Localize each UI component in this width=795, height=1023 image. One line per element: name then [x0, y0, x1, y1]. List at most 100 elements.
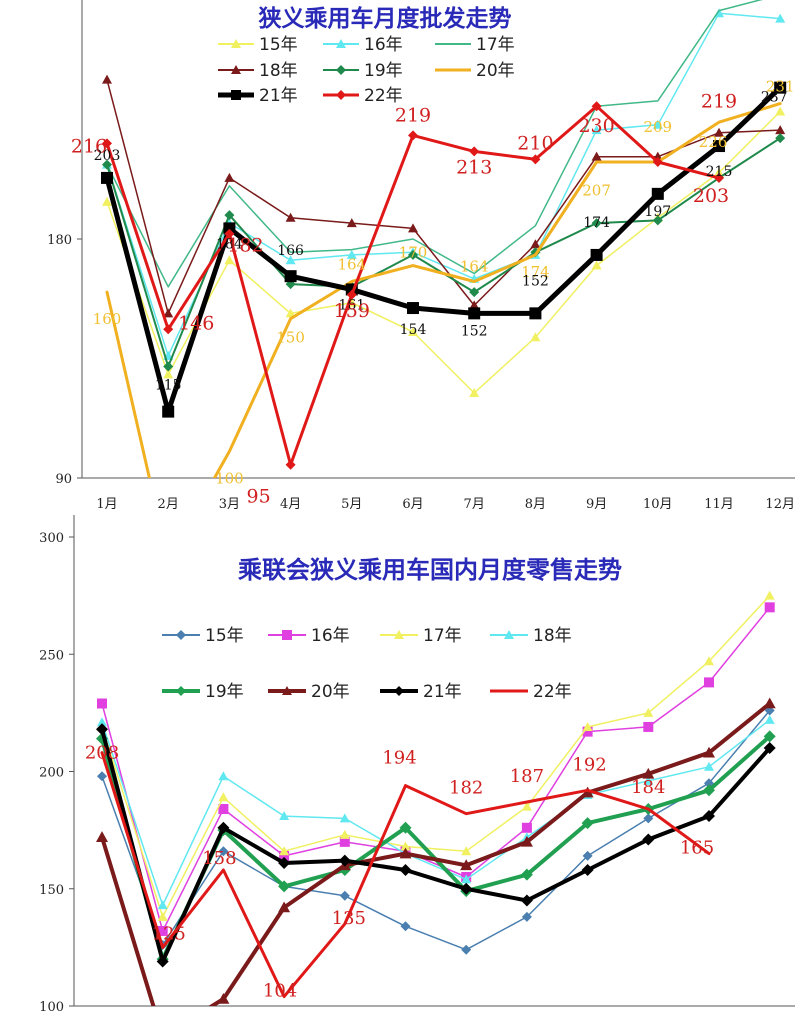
series-22 — [102, 101, 724, 470]
legend-item-22: 22年 — [490, 682, 572, 702]
legend-item-16: 16年 — [268, 626, 350, 646]
legend-label: 18年 — [259, 61, 298, 81]
x-tick-label-4: 4月 — [280, 497, 301, 512]
legend-label: 17年 — [423, 626, 462, 646]
data-label-5-135: 135 — [332, 908, 366, 929]
data-point-21-2 — [162, 405, 175, 418]
data-point-16-11 — [704, 677, 714, 688]
data-label-7-182: 182 — [449, 778, 483, 799]
data-label-7-213: 213 — [456, 156, 492, 178]
series-line-22 — [105, 104, 721, 467]
data-point-15-9 — [591, 260, 602, 270]
data-label-5-159: 159 — [334, 300, 370, 322]
data-point-21-11 — [703, 810, 715, 823]
data-label-4-104: 104 — [263, 981, 297, 1002]
data-point-16-9 — [582, 726, 593, 737]
data-point-18-11 — [714, 127, 724, 137]
series-line-20 — [100, 701, 772, 1006]
data-label-11-219: 219 — [701, 90, 737, 112]
data-point-16-4 — [285, 255, 296, 265]
series-17 — [106, 0, 763, 288]
data-point-22-11 — [714, 172, 724, 183]
x-tick-label-8: 8月 — [525, 497, 546, 512]
data-label-11-215: 215 — [706, 164, 733, 180]
data-point-21-10 — [642, 833, 655, 846]
data-point-21-4 — [278, 856, 291, 869]
legend-marker — [176, 630, 186, 640]
y-tick-label-300: 300 — [39, 531, 64, 546]
data-label-1-203: 203 — [94, 148, 121, 164]
data-label-11-226: 226 — [699, 133, 728, 151]
retail-trend-chart: 乘联会狭义乘用车国内月度零售走势 1001502002503001月2月3月4月… — [0, 515, 795, 1023]
series-22 — [100, 751, 711, 999]
data-label-6-170: 170 — [399, 244, 428, 262]
legend-marker — [176, 686, 186, 696]
legend-marker — [336, 90, 346, 100]
data-point-20-7 — [460, 859, 473, 871]
y-tick-label-180: 180 — [47, 233, 72, 248]
legend-item-19: 19年 — [323, 61, 403, 81]
data-point-15-3 — [224, 255, 235, 265]
data-label-5-164: 164 — [337, 255, 366, 273]
legend-item-17: 17年 — [435, 35, 515, 55]
data-point-19-3 — [224, 210, 235, 221]
data-point-20-10 — [642, 767, 655, 779]
data-point-21-11 — [713, 140, 725, 153]
legend-label: 17年 — [476, 35, 515, 55]
data-label-2-115: 115 — [155, 378, 182, 394]
data-label-3-184: 184 — [216, 236, 243, 252]
legend-marker — [231, 39, 241, 48]
data-point-19-2 — [163, 361, 174, 372]
data-point-18-1 — [97, 717, 107, 727]
data-point-17-12 — [764, 590, 775, 600]
legend-item-19: 19年 — [162, 682, 244, 702]
data-label-8-152: 152 — [522, 273, 549, 289]
data-point-18-8 — [530, 239, 541, 249]
data-label-10-197: 197 — [644, 204, 671, 220]
data-point-20-1 — [96, 831, 108, 842]
wholesale-chart-svg: 狭义乘用车月度批发走势 90 180 1月 2月 3月 4月 5月 6月 7月 8月 9月 10月 11… — [47, 0, 795, 512]
data-label-9-174: 174 — [583, 215, 610, 231]
data-point-21-5 — [338, 854, 351, 867]
data-point-21-2 — [156, 955, 169, 968]
data-point-19-12 — [763, 730, 776, 743]
data-point-21-1 — [96, 723, 108, 736]
data-point-21-4 — [284, 270, 297, 283]
legend-item-18: 18年 — [490, 626, 572, 646]
data-point-22-3 — [224, 228, 235, 239]
x-tick-label-1: 1月 — [96, 497, 117, 512]
data-point-15-10 — [643, 813, 654, 824]
data-point-20-4 — [278, 901, 291, 913]
data-point-16-1 — [97, 698, 107, 709]
data-point-17-8 — [521, 801, 532, 811]
data-point-17-3 — [218, 792, 229, 802]
x-tick-label-2: 2月 — [158, 497, 179, 512]
data-point-15-1 — [102, 196, 112, 206]
legend-item-21: 21年 — [218, 86, 298, 106]
series-line-15 — [101, 709, 771, 951]
data-label-6-194: 194 — [382, 748, 416, 769]
series-line-16 — [106, 12, 781, 357]
y-tick-label-100: 100 — [39, 1000, 64, 1015]
data-point-18-7 — [469, 300, 480, 310]
data-point-18-2 — [157, 900, 168, 910]
data-point-22-5 — [346, 289, 357, 300]
series-18 — [102, 74, 786, 318]
data-point-22-10 — [652, 156, 663, 167]
legend-label: 15年 — [205, 626, 244, 646]
legend-label: 20年 — [476, 61, 515, 81]
legend-item-20: 20年 — [268, 682, 350, 702]
data-point-18-9 — [591, 151, 602, 161]
chart-title: 乘联会狭义乘用车国内月度零售走势 — [237, 556, 622, 584]
x-tick-label-3: 3月 — [219, 497, 240, 512]
legend-label: 22年 — [364, 86, 403, 106]
data-point-21-3 — [223, 222, 236, 235]
data-point-22-4 — [285, 459, 296, 470]
legend-label: 19年 — [205, 682, 244, 702]
x-tick-label-12: 12月 — [765, 497, 795, 512]
series-line-21 — [100, 727, 772, 964]
data-point-16-3 — [218, 804, 229, 815]
legend-label: 15年 — [259, 35, 298, 55]
data-point-18-4 — [285, 212, 296, 222]
data-point-21-8 — [529, 307, 542, 320]
